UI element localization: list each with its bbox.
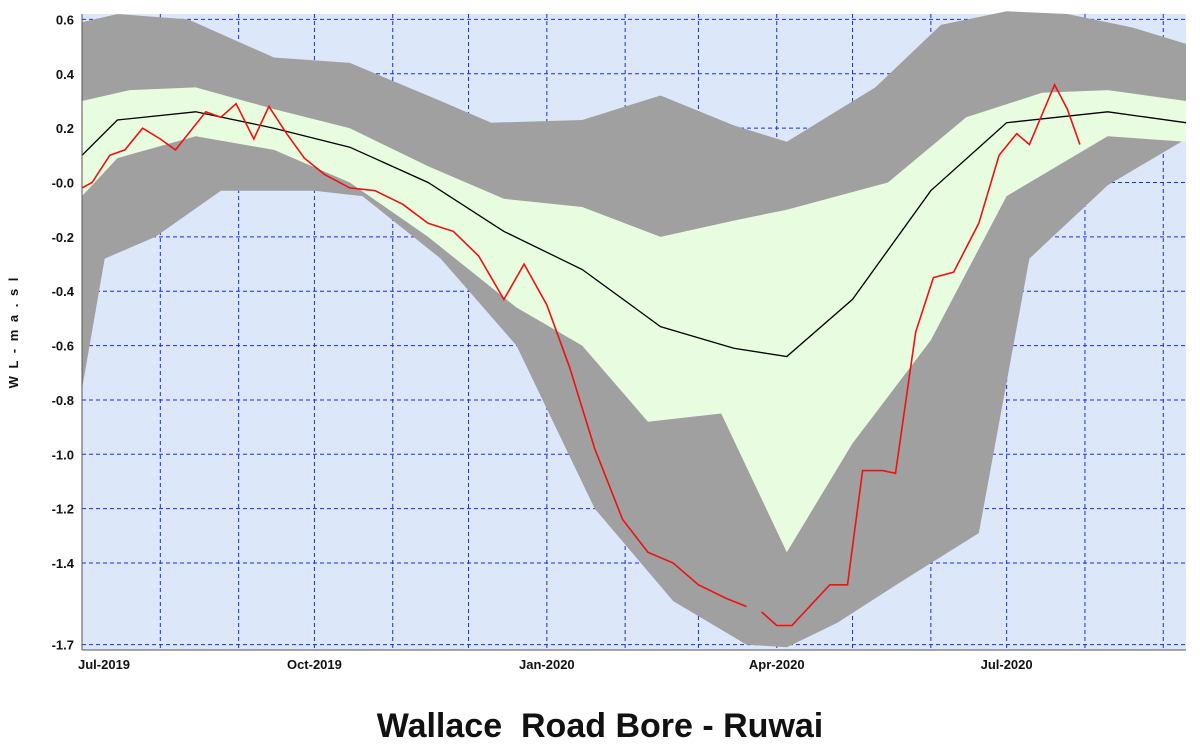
y-tick-label: 0.2 — [56, 121, 74, 136]
y-tick-label: -0.4 — [52, 284, 75, 299]
y-tick-label: -0.6 — [52, 339, 74, 354]
mean-line — [81, 111, 1187, 358]
y-tick-label: -1.4 — [52, 556, 75, 571]
y-tick-label: -0.2 — [52, 230, 74, 245]
x-axis: Jul-2019 Oct-2019 Jan-2020 Apr-2020 Jul-2020 — [78, 657, 1033, 672]
inner-range-band — [82, 87, 1186, 553]
y-tick-label: -1.2 — [52, 502, 74, 517]
x-tick-label: Jul-2019 — [78, 657, 130, 672]
x-tick-label: Oct-2019 — [287, 657, 342, 672]
x-tick-label: Jul-2020 — [981, 657, 1033, 672]
y-axis: 0.6 0.4 0.2 -0.0 -0.2 -0.4 -0.6 -0.8 -1.0 -1.2 -1.… — [52, 12, 75, 652]
y-tick-label: -0.0 — [52, 176, 74, 191]
y-tick-label: -0.8 — [52, 393, 74, 408]
y-tick-label: -1.7 — [52, 638, 74, 653]
observed-line — [81, 82, 1081, 627]
y-tick-label: 0.6 — [56, 12, 74, 27]
chart-title: Wallace Road Bore - Ruwai — [377, 707, 824, 745]
y-axis-title: W L - m a . s l — [6, 276, 21, 389]
y-tick-label: 0.4 — [56, 67, 75, 82]
y-tick-label: -1.0 — [52, 447, 74, 462]
x-tick-label: Jan-2020 — [519, 657, 575, 672]
x-tick-label: Apr-2020 — [749, 657, 805, 672]
